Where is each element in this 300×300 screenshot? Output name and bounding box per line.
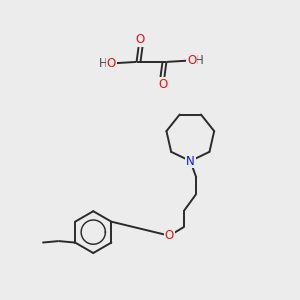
Text: H: H [195,54,204,67]
Text: O: O [159,78,168,91]
Text: O: O [135,33,144,46]
Text: O: O [165,229,174,242]
Text: N: N [186,154,195,167]
Text: H: H [99,57,108,70]
Text: O: O [187,54,196,67]
Text: O: O [106,57,116,70]
